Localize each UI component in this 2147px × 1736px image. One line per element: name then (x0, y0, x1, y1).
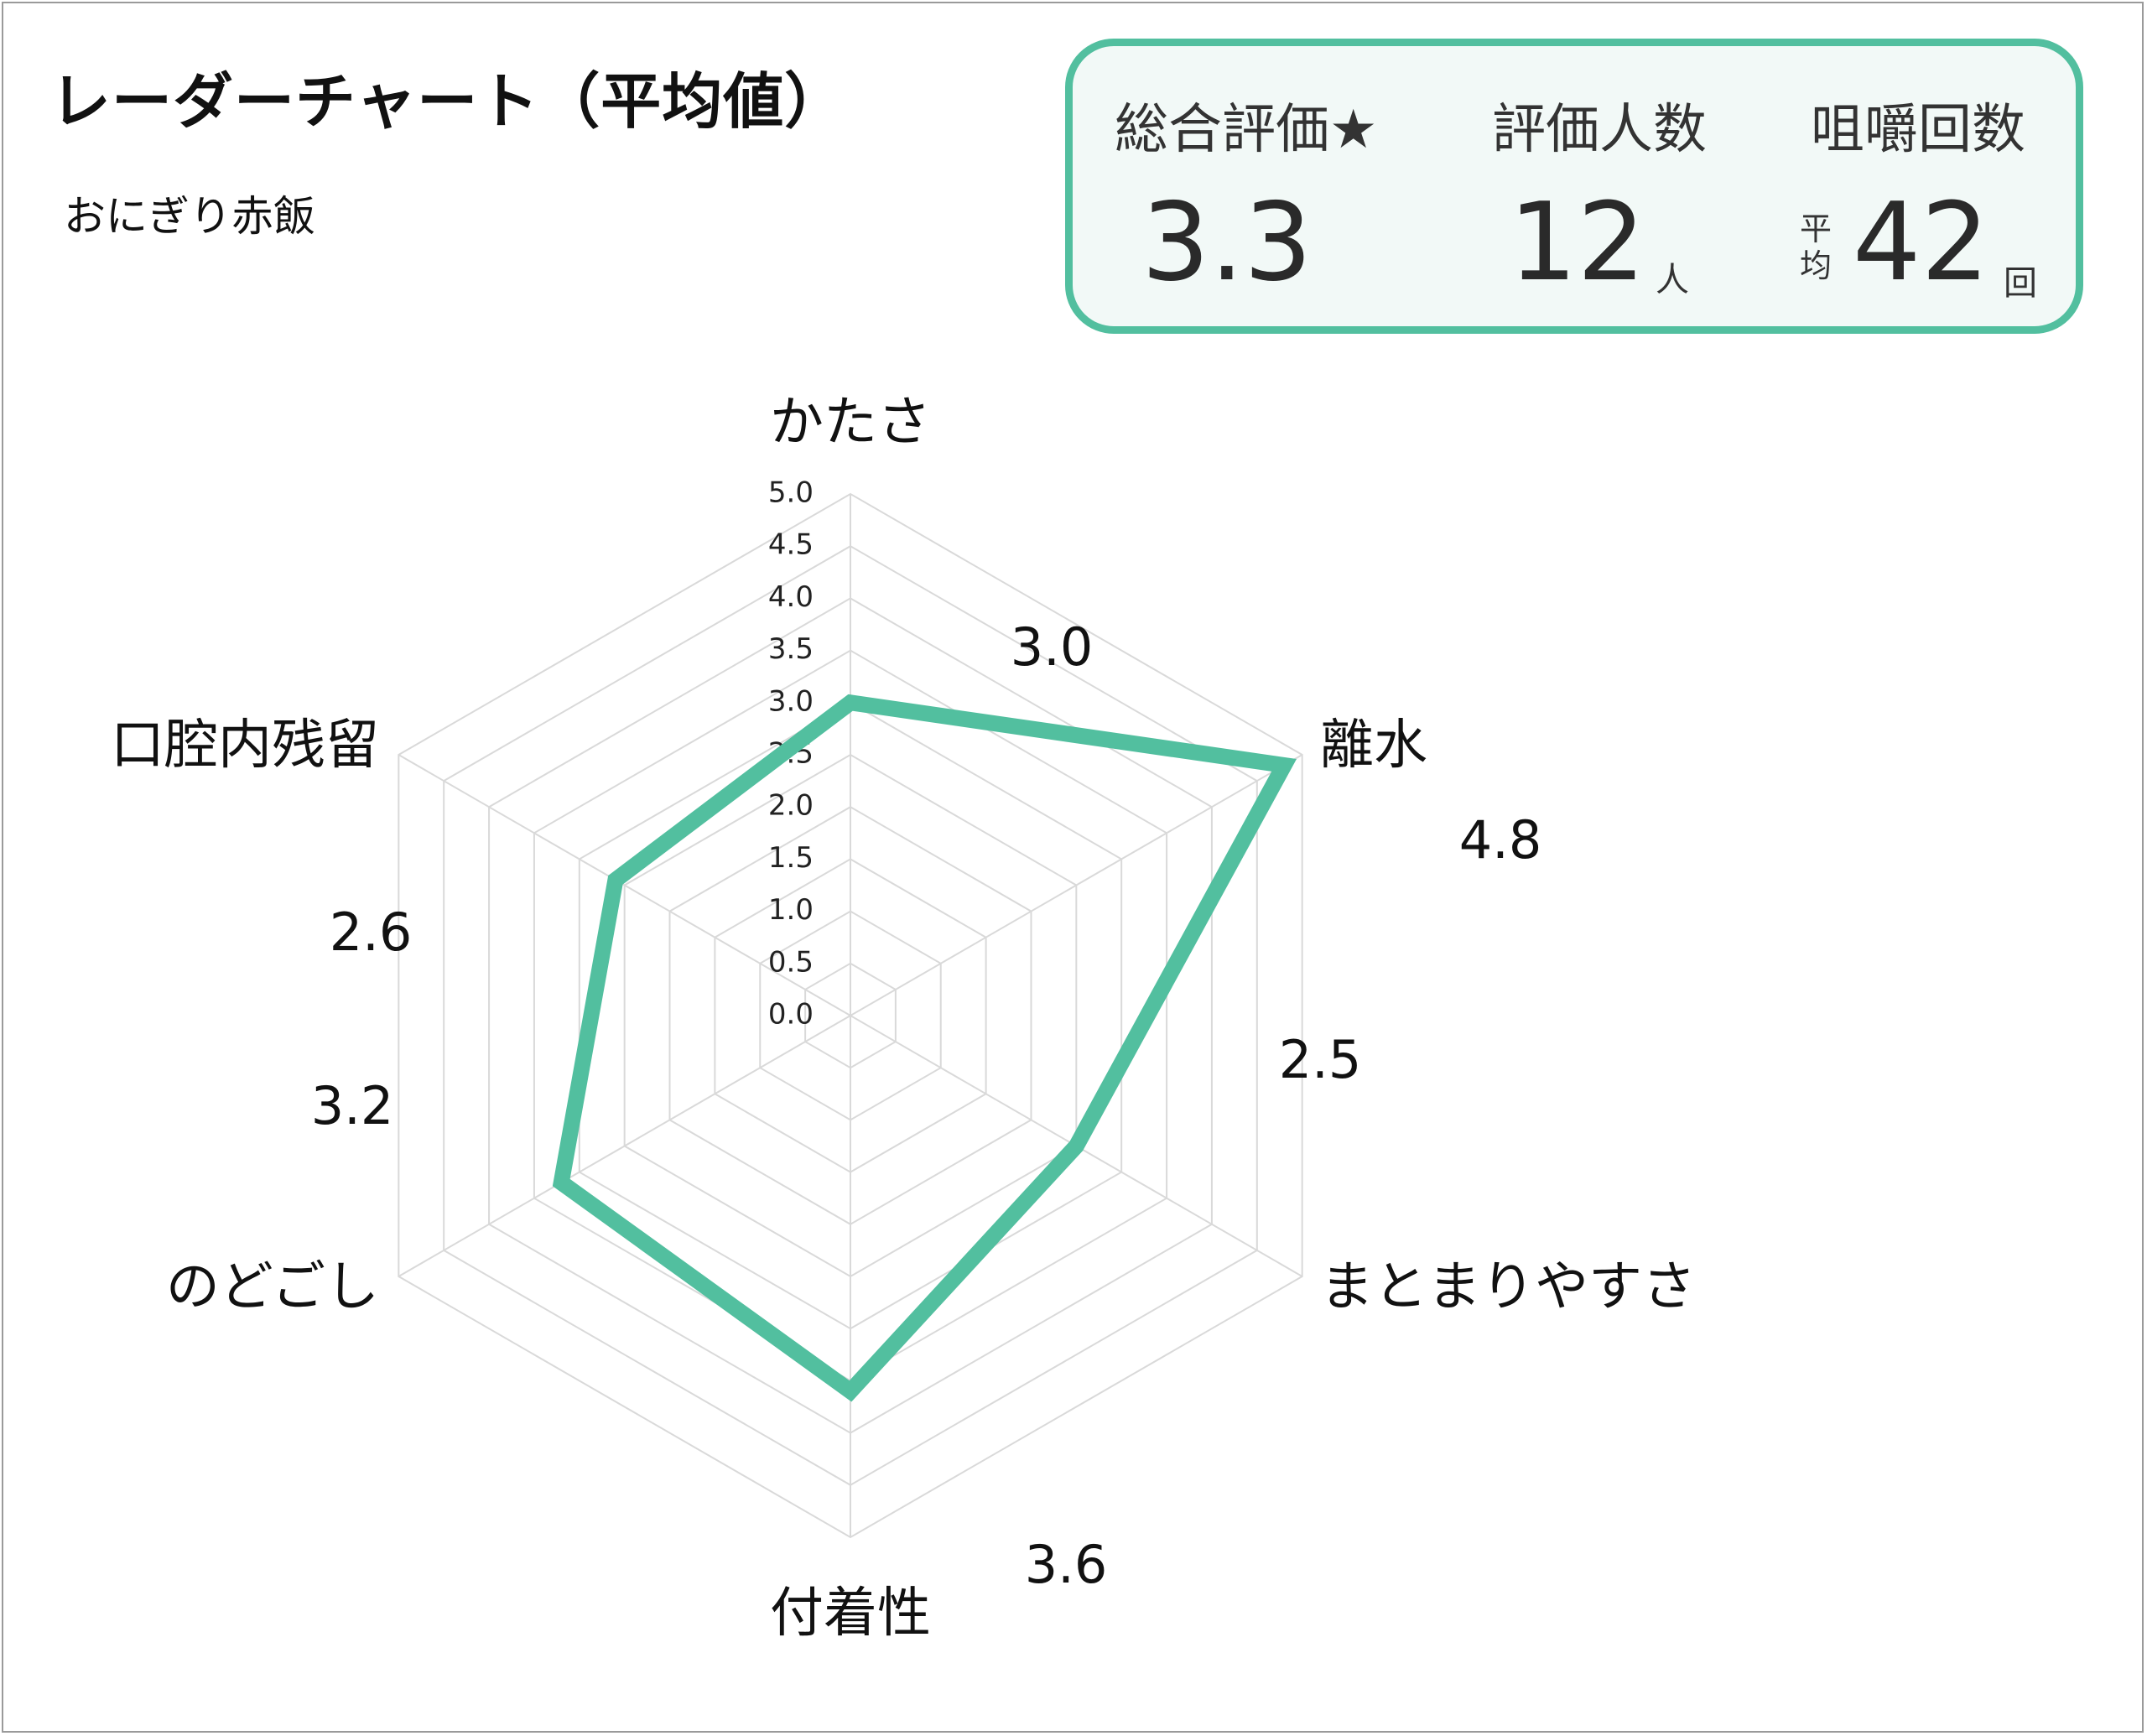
overall-rating-label: 総合評価★ (1115, 99, 1378, 161)
radar-spoke (850, 754, 1303, 1016)
radar-tick-label: 1.5 (768, 841, 814, 875)
chew-count-value: 42 (1853, 180, 1989, 305)
radar-axis-label: 付着性 (770, 1583, 931, 1645)
radar-value-label: 3.0 (1011, 616, 1094, 678)
radar-spoke (398, 1015, 851, 1277)
radar-value-label: 4.8 (1459, 809, 1542, 871)
chew-average-marker: 平 均 (1797, 211, 1834, 284)
radar-tick-label: 3.0 (768, 684, 814, 718)
chew-average-bottom: 均 (1799, 247, 1832, 284)
chew-average-top: 平 (1799, 211, 1832, 247)
rater-count-unit: 人 (1656, 261, 1689, 299)
radar-series (552, 694, 1297, 1402)
radar-tick-label: 4.0 (768, 580, 814, 614)
radar-series-line (552, 694, 1297, 1402)
chart-title: レーダーチャート（平均値） (50, 66, 846, 137)
radar-value-label: 3.2 (311, 1075, 394, 1136)
radar-tick-labels: 0.00.51.01.52.02.53.03.54.04.55.0 (768, 476, 814, 1032)
radar-tick-label: 2.0 (768, 789, 814, 823)
radar-grid (398, 492, 1303, 1539)
radar-tick-label: 4.5 (768, 528, 814, 562)
radar-value-label: 2.6 (330, 902, 413, 963)
chew-count-label: 咀嚼回数 (1811, 99, 2025, 161)
summary-panel: 総合評価★ 評価人数 咀嚼回数 3.3 12 人 平 均 42 回 (1065, 39, 2083, 334)
radar-axis-label: 離水 (1320, 715, 1427, 777)
radar-axis-label: まとまりやすさ (1320, 1256, 1696, 1318)
radar-axis-label: かたさ (770, 392, 931, 454)
radar-value-labels: 3.0 4.8 2.5 3.6 3.2 2.6 (311, 616, 1542, 1595)
radar-axis-label: 口腔内残留 (111, 715, 379, 777)
radar-value-label: 3.6 (1025, 1534, 1108, 1595)
radar-spoke (398, 754, 851, 1016)
overall-rating-value: 3.3 (1141, 180, 1313, 305)
rater-count-label: 評価人数 (1492, 99, 1707, 161)
rater-count-value: 12 (1509, 180, 1645, 305)
radar-tick-label: 5.0 (768, 476, 814, 510)
radar-tick-label: 3.5 (768, 632, 814, 666)
radar-tick-label: 0.0 (768, 998, 814, 1032)
radar-axis-label: のどごし (166, 1256, 379, 1318)
radar-tick-label: 0.5 (768, 945, 814, 979)
chart-subtitle: おにぎり赤飯 (64, 192, 315, 241)
radar-value-label: 2.5 (1279, 1029, 1362, 1090)
radar-tick-label: 1.0 (768, 893, 814, 927)
chew-count-unit: 回 (2004, 264, 2037, 303)
